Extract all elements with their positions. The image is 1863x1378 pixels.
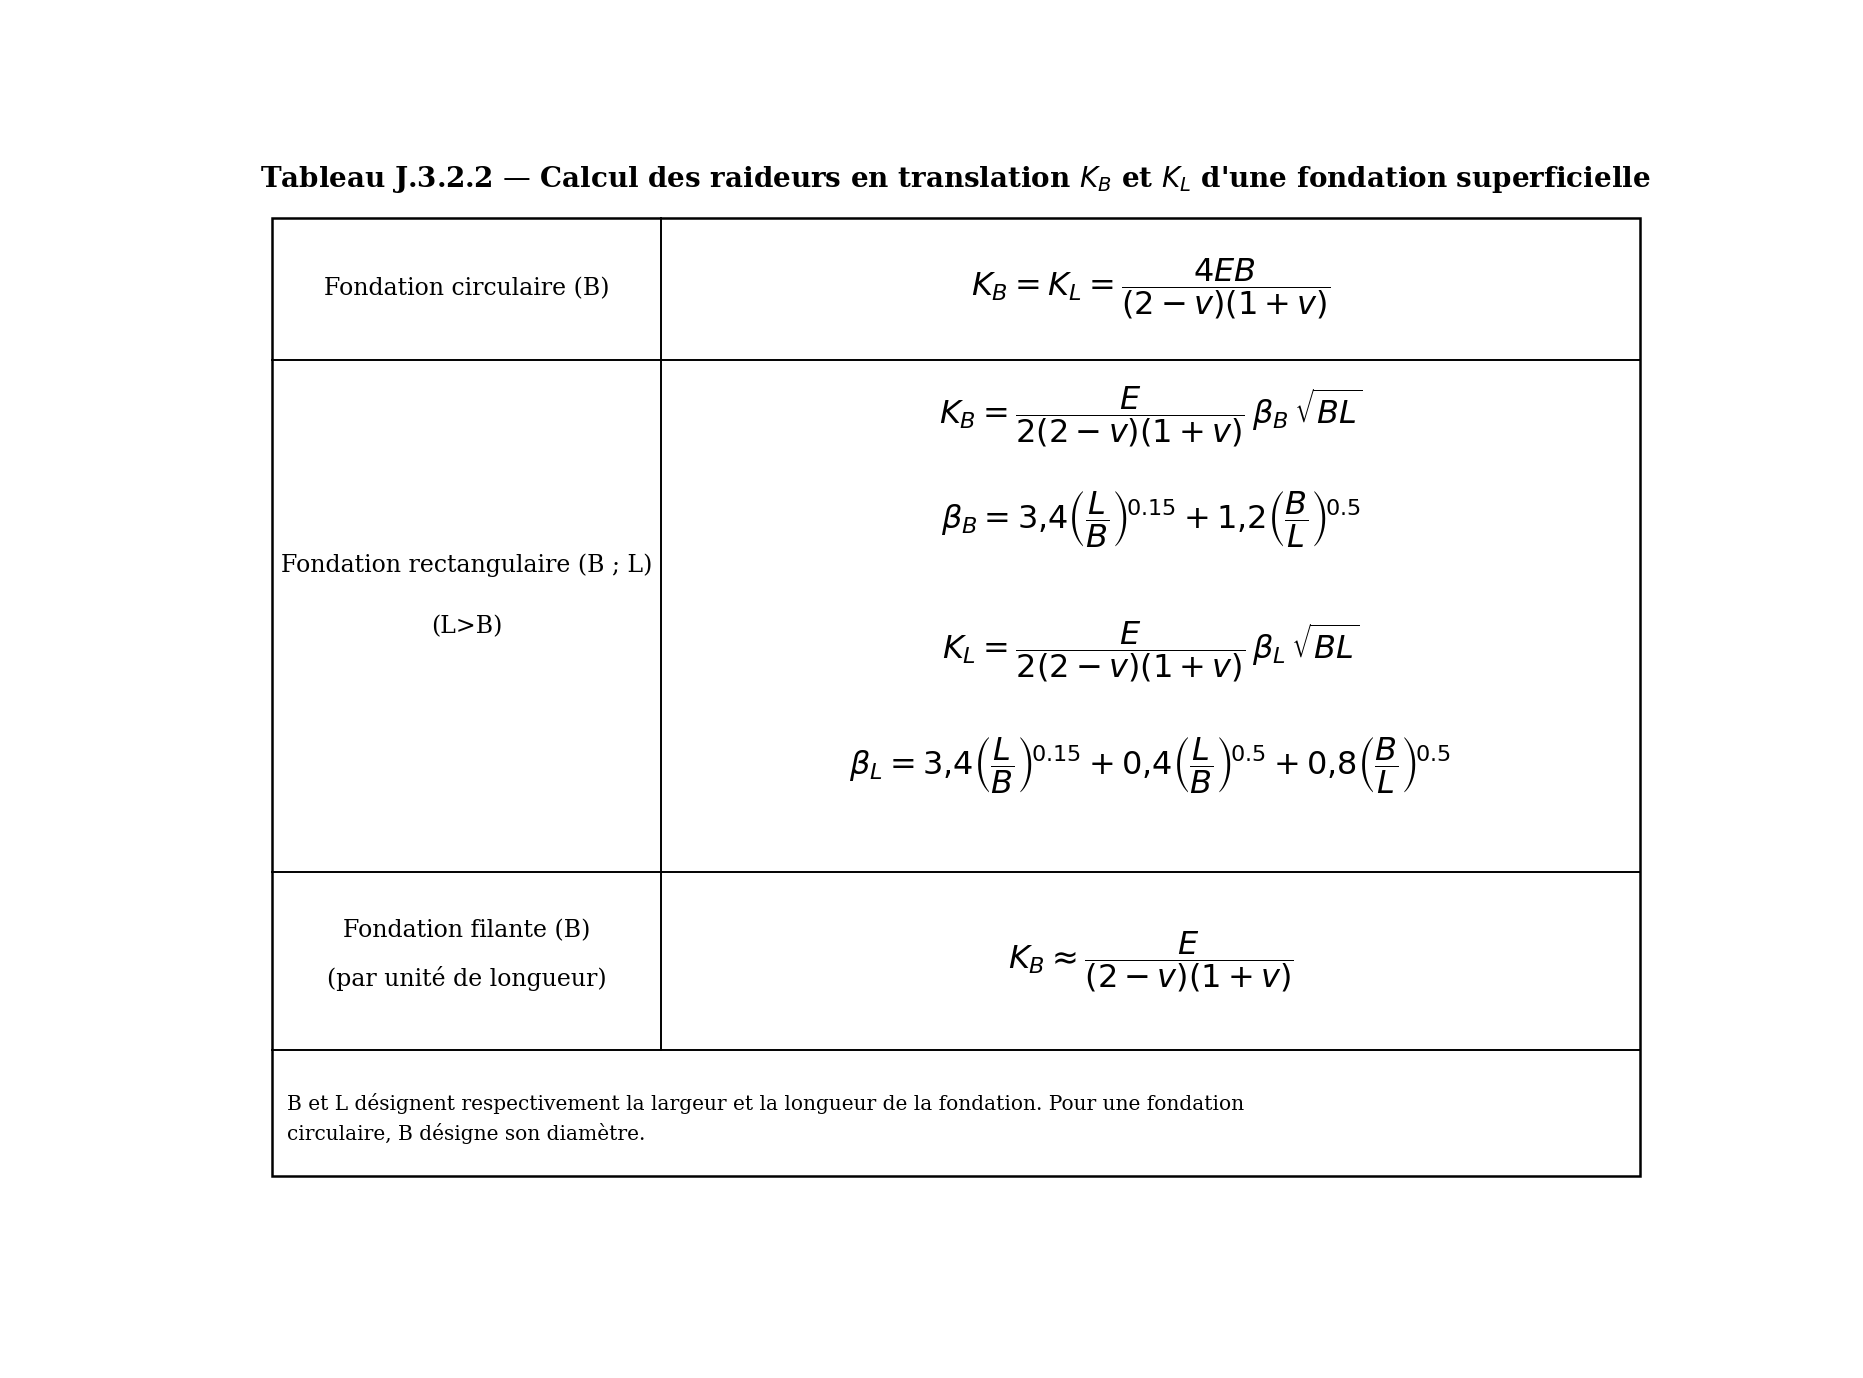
Text: Fondation circulaire (B): Fondation circulaire (B) <box>324 277 609 300</box>
Text: $K_{L} = \dfrac{E}{2(2-v)(1+v)}\,\beta_{L}\,\sqrt{BL}$: $K_{L} = \dfrac{E}{2(2-v)(1+v)}\,\beta_{… <box>941 620 1360 685</box>
Text: $\beta_{B} = 3{,}4\left(\dfrac{L}{B}\right)^{\!0.15} + 1{,}2\left(\dfrac{B}{L}\r: $\beta_{B} = 3{,}4\left(\dfrac{L}{B}\rig… <box>941 489 1360 548</box>
Text: Fondation filante (B): Fondation filante (B) <box>343 919 591 943</box>
Text: $K_{B} = \dfrac{E}{2(2-v)(1+v)}\,\beta_{B}\,\sqrt{BL}$: $K_{B} = \dfrac{E}{2(2-v)(1+v)}\,\beta_{… <box>939 383 1362 448</box>
Text: $\beta_{L} = 3{,}4\left(\dfrac{L}{B}\right)^{\!0.15} + 0{,}4\left(\dfrac{L}{B}\r: $\beta_{L} = 3{,}4\left(\dfrac{L}{B}\rig… <box>850 734 1451 795</box>
Text: (par unité de longueur): (par unité de longueur) <box>326 966 605 991</box>
Text: circulaire, B désigne son diamètre.: circulaire, B désigne son diamètre. <box>287 1123 645 1144</box>
Text: $K_{B} = K_{L} = \dfrac{4EB}{(2-v)(1+v)}$: $K_{B} = K_{L} = \dfrac{4EB}{(2-v)(1+v)}… <box>971 256 1330 321</box>
Text: Fondation rectangulaire (B ; L): Fondation rectangulaire (B ; L) <box>281 553 652 576</box>
Text: B et L désignent respectivement la largeur et la longueur de la fondation. Pour : B et L désignent respectivement la large… <box>287 1093 1244 1115</box>
Text: (L>B): (L>B) <box>430 615 503 638</box>
Text: $K_{B} \approx \dfrac{E}{(2-v)(1+v)}$: $K_{B} \approx \dfrac{E}{(2-v)(1+v)}$ <box>1008 929 1293 994</box>
Text: Tableau J.3.2.2 — Calcul des raideurs en translation $\mathit{K}_B$ et $\mathit{: Tableau J.3.2.2 — Calcul des raideurs en… <box>261 164 1651 194</box>
